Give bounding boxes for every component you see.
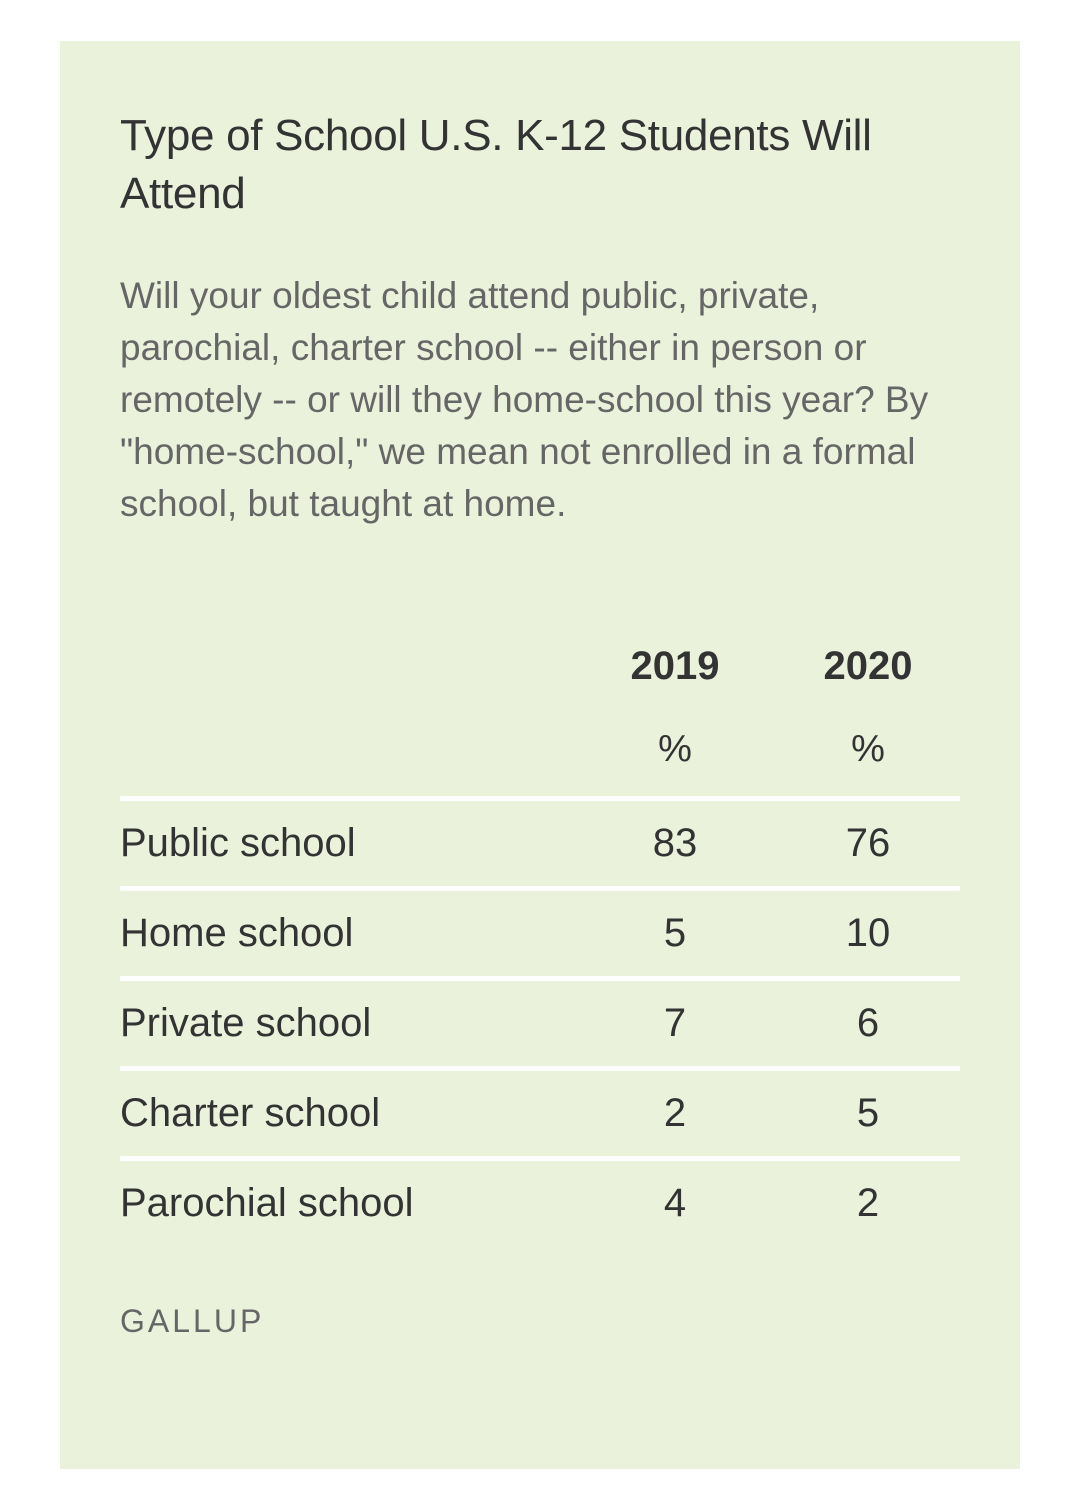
column-header-2019: 2019 <box>630 644 720 688</box>
row-divider <box>120 886 960 891</box>
row-label: Charter school <box>120 1091 381 1135</box>
table-body: Public school 83 76 Home school 5 10 Private s… <box>120 796 960 1246</box>
table-row: Parochial school 4 2 <box>120 1161 960 1246</box>
cell-value: 7 <box>663 1001 687 1045</box>
table-row: Public school 83 76 <box>120 801 960 886</box>
column-header-2020: 2020 <box>823 644 913 688</box>
table-row: Private school 7 6 <box>120 981 960 1066</box>
table-row: Home school 5 10 <box>120 891 960 976</box>
column-unit-2019: % <box>658 728 692 770</box>
chart-title: Type of School U.S. K-12 Students Will A… <box>120 111 872 218</box>
column-unit-2020: % <box>851 728 885 770</box>
row-divider <box>120 1156 960 1161</box>
chart-subtitle: Will your oldest child attend public, pr… <box>120 275 929 524</box>
row-label: Public school <box>120 821 356 865</box>
cell-value: 2 <box>663 1091 687 1135</box>
table-header: 2019 2020 % % <box>120 636 960 796</box>
cell-value: 6 <box>856 1001 880 1045</box>
source-label: GALLUP <box>120 1303 265 1339</box>
cell-value: 4 <box>663 1181 687 1225</box>
row-divider <box>120 796 960 801</box>
row-divider <box>120 976 960 981</box>
table-row: Charter school 2 5 <box>120 1071 960 1156</box>
row-label: Home school <box>120 911 354 955</box>
chart-card: Type of School U.S. K-12 Students Will A… <box>60 41 1020 1469</box>
cell-value: 5 <box>856 1091 880 1135</box>
cell-value: 76 <box>845 821 891 865</box>
cell-value: 2 <box>856 1181 880 1225</box>
cell-value: 10 <box>845 911 891 955</box>
cell-value: 83 <box>652 821 698 865</box>
cell-value: 5 <box>663 911 687 955</box>
data-table: 2019 2020 % % Public school 83 76 Home scho… <box>120 636 960 1246</box>
row-label: Private school <box>120 1001 372 1045</box>
row-label: Parochial school <box>120 1181 414 1225</box>
row-divider <box>120 1066 960 1071</box>
